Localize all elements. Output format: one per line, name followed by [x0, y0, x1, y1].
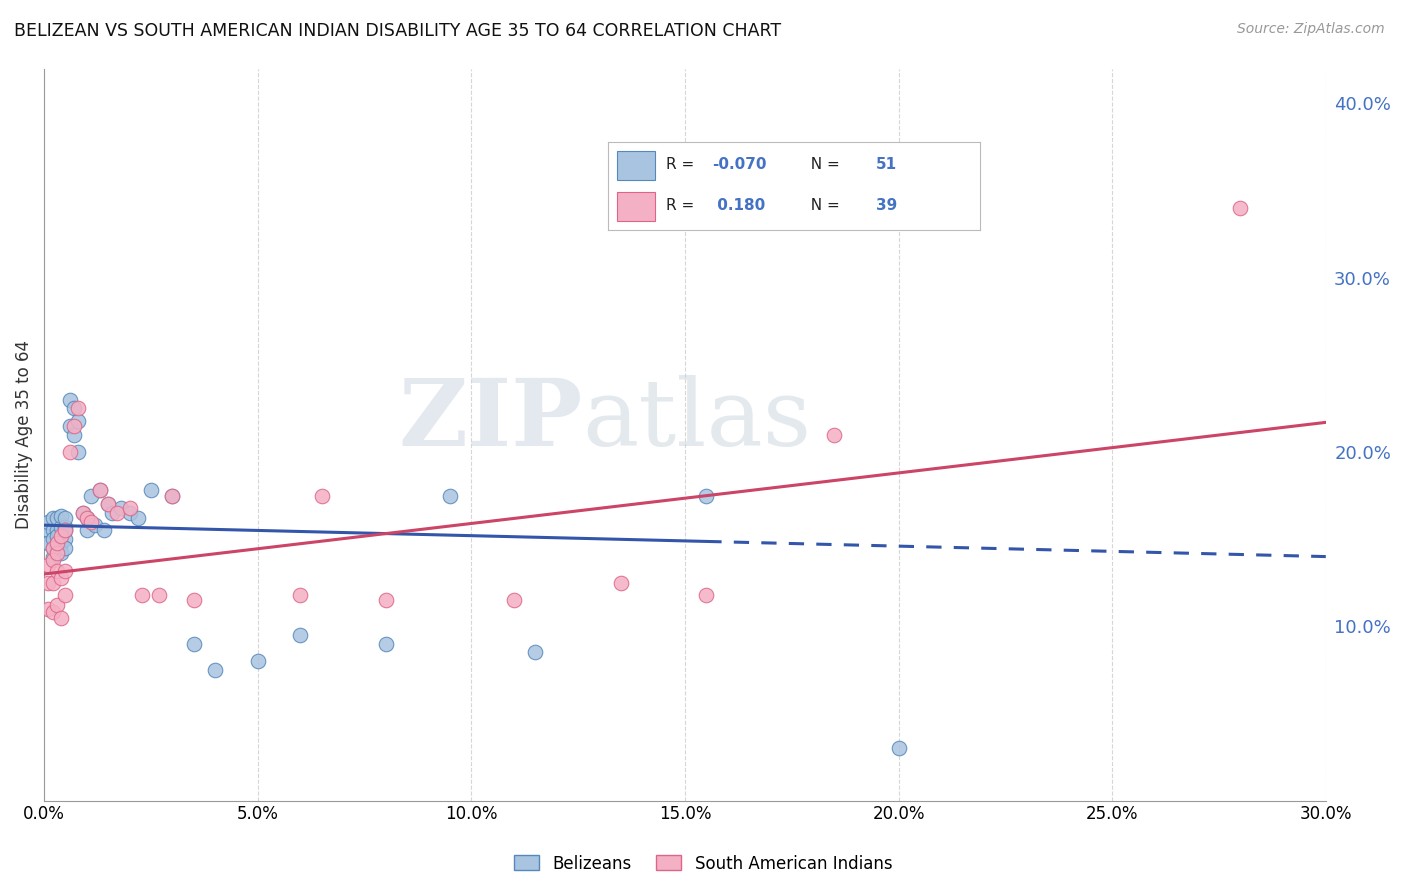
- Point: [63, 427, 86, 442]
- Point: [610, 575, 633, 590]
- Point: [503, 593, 526, 607]
- Point: [290, 628, 312, 642]
- Point: [59, 418, 82, 433]
- Point: [127, 511, 149, 525]
- Point: [55, 520, 77, 534]
- Text: atlas: atlas: [582, 375, 811, 465]
- Point: [67, 414, 90, 428]
- Point: [41, 549, 63, 564]
- Point: [1229, 201, 1251, 215]
- Point: [118, 500, 141, 515]
- Point: [51, 570, 73, 584]
- Point: [41, 541, 63, 555]
- Point: [76, 511, 98, 525]
- Point: [45, 564, 67, 578]
- Point: [41, 575, 63, 590]
- Point: [374, 637, 396, 651]
- Point: [59, 445, 82, 459]
- Point: [41, 553, 63, 567]
- Point: [148, 588, 170, 602]
- Point: [204, 663, 226, 677]
- Point: [63, 401, 86, 416]
- Point: [695, 489, 717, 503]
- Point: [183, 637, 205, 651]
- Point: [524, 645, 547, 659]
- Point: [67, 445, 90, 459]
- Point: [51, 529, 73, 543]
- Point: [37, 535, 59, 549]
- Point: [76, 524, 98, 538]
- Point: [72, 506, 94, 520]
- Point: [41, 524, 63, 538]
- Point: [45, 546, 67, 560]
- Point: [55, 564, 77, 578]
- Point: [55, 524, 77, 538]
- Point: [55, 524, 77, 538]
- Point: [118, 506, 141, 520]
- Point: [41, 511, 63, 525]
- Text: BELIZEAN VS SOUTH AMERICAN INDIAN DISABILITY AGE 35 TO 64 CORRELATION CHART: BELIZEAN VS SOUTH AMERICAN INDIAN DISABI…: [14, 22, 782, 40]
- Point: [105, 506, 128, 520]
- Text: Source: ZipAtlas.com: Source: ZipAtlas.com: [1237, 22, 1385, 37]
- Point: [45, 529, 67, 543]
- Point: [37, 524, 59, 538]
- Point: [63, 418, 86, 433]
- Point: [59, 392, 82, 407]
- Point: [51, 509, 73, 524]
- Legend: Belizeans, South American Indians: Belizeans, South American Indians: [508, 848, 898, 880]
- Point: [37, 602, 59, 616]
- Point: [41, 532, 63, 546]
- Point: [824, 427, 846, 442]
- Point: [84, 518, 107, 533]
- Point: [93, 524, 115, 538]
- Point: [41, 541, 63, 555]
- Point: [101, 506, 124, 520]
- Point: [37, 558, 59, 573]
- Point: [695, 588, 717, 602]
- Point: [76, 511, 98, 525]
- Point: [887, 741, 910, 756]
- Point: [37, 575, 59, 590]
- Point: [97, 497, 120, 511]
- Point: [45, 535, 67, 549]
- Point: [51, 546, 73, 560]
- Point: [246, 654, 269, 668]
- Point: [51, 535, 73, 549]
- Point: [162, 489, 184, 503]
- Point: [45, 511, 67, 525]
- Point: [55, 511, 77, 525]
- Point: [55, 541, 77, 555]
- Y-axis label: Disability Age 35 to 64: Disability Age 35 to 64: [15, 340, 32, 529]
- Point: [139, 483, 162, 498]
- Point: [67, 401, 90, 416]
- Point: [89, 483, 111, 498]
- Point: [51, 520, 73, 534]
- Point: [45, 599, 67, 613]
- Point: [439, 489, 461, 503]
- Point: [55, 532, 77, 546]
- Point: [55, 588, 77, 602]
- Point: [45, 524, 67, 538]
- Point: [45, 541, 67, 555]
- Point: [80, 489, 103, 503]
- Point: [311, 489, 333, 503]
- Point: [183, 593, 205, 607]
- Point: [110, 500, 132, 515]
- Point: [41, 606, 63, 620]
- Point: [80, 515, 103, 529]
- Point: [290, 588, 312, 602]
- Point: [72, 506, 94, 520]
- Point: [131, 588, 153, 602]
- Text: ZIP: ZIP: [398, 375, 582, 465]
- Point: [45, 535, 67, 549]
- Point: [37, 515, 59, 529]
- Point: [162, 489, 184, 503]
- Point: [97, 497, 120, 511]
- Point: [51, 610, 73, 624]
- Point: [89, 483, 111, 498]
- Point: [374, 593, 396, 607]
